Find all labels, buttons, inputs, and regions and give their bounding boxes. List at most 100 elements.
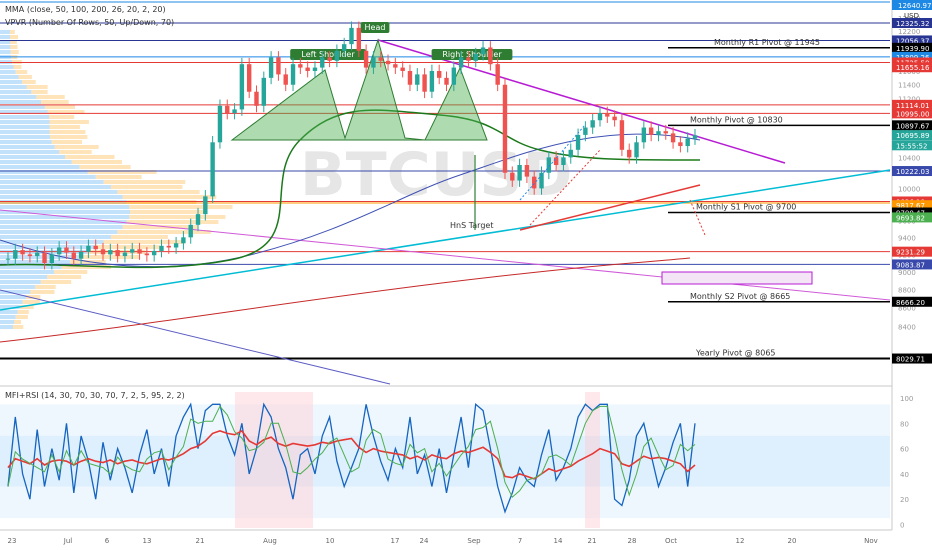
- indicator-axis-tick: 80: [900, 420, 909, 428]
- price-label-badge: [892, 99, 932, 110]
- time-axis-tick: Oct: [665, 537, 677, 545]
- candle-body: [86, 245, 91, 252]
- vp-bar-up: [0, 135, 51, 139]
- vp-bar-up: [0, 280, 41, 284]
- vp-bar-up: [0, 245, 96, 249]
- vp-bar-down: [59, 150, 92, 154]
- vp-bar-up: [0, 35, 11, 39]
- candle-body: [656, 131, 661, 135]
- candle-body: [49, 254, 55, 264]
- vp-bar-down: [19, 305, 34, 309]
- candle-body: [480, 47, 486, 55]
- price-label-badge: [892, 140, 932, 151]
- vp-bar-up: [0, 185, 111, 189]
- time-axis-tick: 17: [391, 537, 400, 545]
- candle-body: [444, 77, 449, 85]
- blue-trendline-low: [0, 289, 391, 385]
- ma100-line: [0, 133, 701, 268]
- price-label-badge: [892, 259, 932, 270]
- vp-bar-down: [35, 285, 56, 289]
- price-label-text: 9693.82: [896, 214, 925, 222]
- vp-bar-up: [0, 75, 19, 79]
- dotted-channel-red: [529, 149, 601, 226]
- price-label-badge: [892, 62, 932, 73]
- candle-body: [641, 127, 647, 143]
- vp-bar-down: [15, 70, 28, 74]
- red-trendline: [519, 184, 701, 231]
- monthly-s2-pivot-label: Monthly S2 Pivot @ 8665: [690, 292, 790, 301]
- candle-body: [670, 133, 676, 143]
- right-shoulder-label: Right Shoulder: [442, 50, 502, 59]
- price-label-badge: [892, 296, 932, 307]
- vp-bar-down: [10, 30, 15, 34]
- vp-bar-down: [26, 85, 48, 89]
- vp-bar-up: [0, 150, 60, 154]
- monthly-s1-pivot-label: Monthly S1 Pivot @ 9700: [696, 202, 796, 211]
- mfi-signal-line: [7, 405, 696, 498]
- candle-body: [137, 249, 142, 254]
- time-axis-tick: Aug: [263, 537, 277, 545]
- vp-bar-up: [0, 85, 27, 89]
- time-axis-tick: Nov: [864, 537, 878, 545]
- candle-body: [437, 70, 442, 78]
- vp-bar-up: [0, 110, 48, 114]
- vp-bar-down: [49, 115, 75, 119]
- price-axis-tick: 11400: [898, 82, 920, 90]
- candle-body: [144, 253, 150, 256]
- price-label-text: 9231.29: [896, 249, 925, 257]
- candle-body: [108, 250, 113, 255]
- candle-body: [429, 70, 435, 92]
- vp-bar-down: [110, 185, 183, 189]
- price-label-text: 8029.71: [896, 356, 925, 364]
- vp-bar-down: [26, 295, 41, 299]
- top-price-label: 12640.97: [898, 2, 931, 10]
- ma50-line: [0, 109, 701, 269]
- time-axis-tick: 7: [518, 537, 522, 545]
- vp-bar-down: [103, 180, 186, 184]
- candle-body: [13, 250, 18, 259]
- time-axis-tick: 24: [420, 537, 429, 545]
- candle-body: [539, 172, 544, 189]
- vp-bar-up: [0, 205, 130, 209]
- vp-bar-down: [13, 65, 22, 69]
- time-axis-tick: 10: [326, 537, 335, 545]
- candle-body: [451, 67, 457, 85]
- vp-bar-down: [87, 170, 157, 174]
- time-axis-tick: 21: [196, 537, 205, 545]
- candle-body: [378, 57, 383, 61]
- candle-body: [232, 109, 237, 114]
- candle-body: [502, 84, 508, 173]
- candle-body: [130, 249, 135, 253]
- vp-bar-up: [0, 315, 16, 319]
- price-label-text: 11655.16: [896, 64, 930, 72]
- vp-bar-down: [15, 315, 28, 319]
- vp-bar-down: [61, 265, 111, 269]
- price-axis-tick: 12200: [898, 28, 920, 36]
- candle-body: [648, 127, 654, 135]
- price-axis-tick: 8400: [898, 323, 916, 331]
- candle-body: [597, 113, 603, 121]
- vp-bar-down: [10, 50, 19, 54]
- vp-bar-up: [0, 270, 55, 274]
- top-price-badge: [892, 0, 932, 10]
- candle-body: [56, 247, 62, 255]
- hns-pattern: [230, 38, 488, 141]
- vp-bar-up: [0, 170, 88, 174]
- vp-bar-down: [79, 165, 131, 169]
- left-shoulder-badge: [290, 49, 366, 60]
- vp-bar-down: [110, 235, 168, 239]
- monthly-pivot-label: Monthly Pivot @ 10830: [690, 115, 783, 124]
- vp-bar-down: [49, 120, 89, 124]
- candle-body: [20, 250, 25, 255]
- vp-bar-up: [0, 290, 31, 294]
- vp-bar-up: [0, 305, 20, 309]
- candle-body: [181, 237, 186, 244]
- vp-bar-up: [0, 220, 127, 224]
- candle-body: [320, 57, 325, 68]
- vp-bar-down: [41, 100, 69, 104]
- candle-body: [188, 224, 193, 238]
- vp-bar-up: [0, 45, 11, 49]
- vp-bar-up: [0, 200, 127, 204]
- candle-body: [553, 157, 559, 166]
- vp-bar-up: [0, 275, 48, 279]
